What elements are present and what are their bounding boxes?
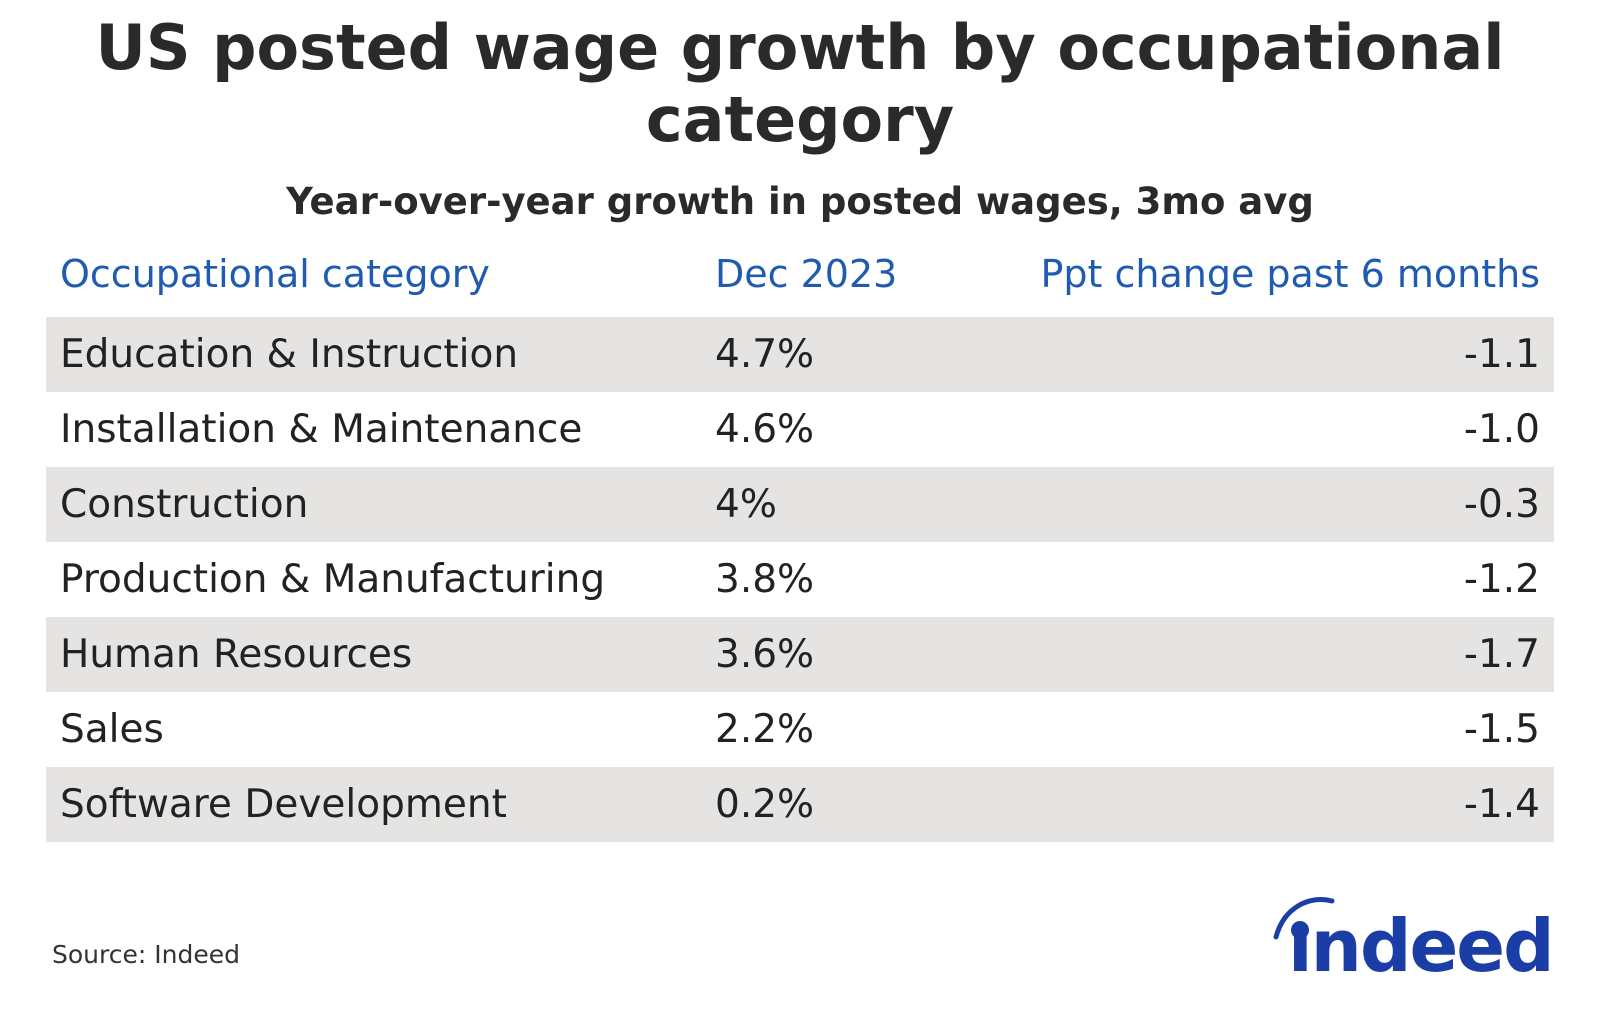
category-cell: Education & Instruction [60, 332, 519, 377]
dec-2023-cell: 4.6% [715, 407, 815, 452]
table-row: Education & Instruction 4.7% -1.1 [46, 317, 1554, 392]
ppt-change-cell: -1.4 [1463, 782, 1540, 827]
ppt-change-cell: -1.5 [1463, 707, 1540, 752]
category-cell: Production & Manufacturing [60, 557, 606, 602]
dec-2023-cell: 2.2% [715, 707, 815, 752]
source-note: Source: Indeed [52, 940, 240, 969]
category-cell: Software Development [60, 782, 507, 827]
dec-2023-cell: 3.8% [715, 557, 815, 602]
table-row: Installation & Maintenance 4.6% -1.0 [46, 392, 1554, 467]
svg-text:ındeed: ındeed [1288, 904, 1553, 975]
column-header-category: Occupational category [60, 252, 490, 296]
table-row: Software Development 0.2% -1.4 [46, 767, 1554, 842]
ppt-change-cell: -1.0 [1463, 407, 1540, 452]
indeed-logo: ındeed [1273, 897, 1555, 975]
dec-2023-cell: 0.2% [715, 782, 815, 827]
ppt-change-cell: -1.1 [1463, 332, 1540, 377]
ppt-change-cell: -0.3 [1463, 482, 1540, 527]
category-cell: Human Resources [60, 632, 413, 677]
dec-2023-cell: 4.7% [715, 332, 815, 377]
column-header-dec-2023: Dec 2023 [715, 252, 898, 296]
dec-2023-cell: 4% [715, 482, 777, 527]
table-row: Sales 2.2% -1.5 [46, 692, 1554, 767]
table-row: Production & Manufacturing 3.8% -1.2 [46, 542, 1554, 617]
dec-2023-cell: 3.6% [715, 632, 815, 677]
ppt-change-cell: -1.7 [1463, 632, 1540, 677]
chart-subtitle: Year-over-year growth in posted wages, 3… [286, 180, 1314, 223]
ppt-change-cell: -1.2 [1463, 557, 1540, 602]
table-row: Human Resources 3.6% -1.7 [46, 617, 1554, 692]
chart-title: US posted wage growth by occupational ca… [95, 11, 1505, 156]
table-row: Construction 4% -0.3 [46, 467, 1554, 542]
category-cell: Installation & Maintenance [60, 407, 583, 452]
data-table: Education & Instruction 4.7% -1.1 Installat… [46, 317, 1554, 842]
category-cell: Sales [60, 707, 164, 752]
category-cell: Construction [60, 482, 309, 527]
column-header-ppt-change: Ppt change past 6 months [1040, 252, 1540, 296]
